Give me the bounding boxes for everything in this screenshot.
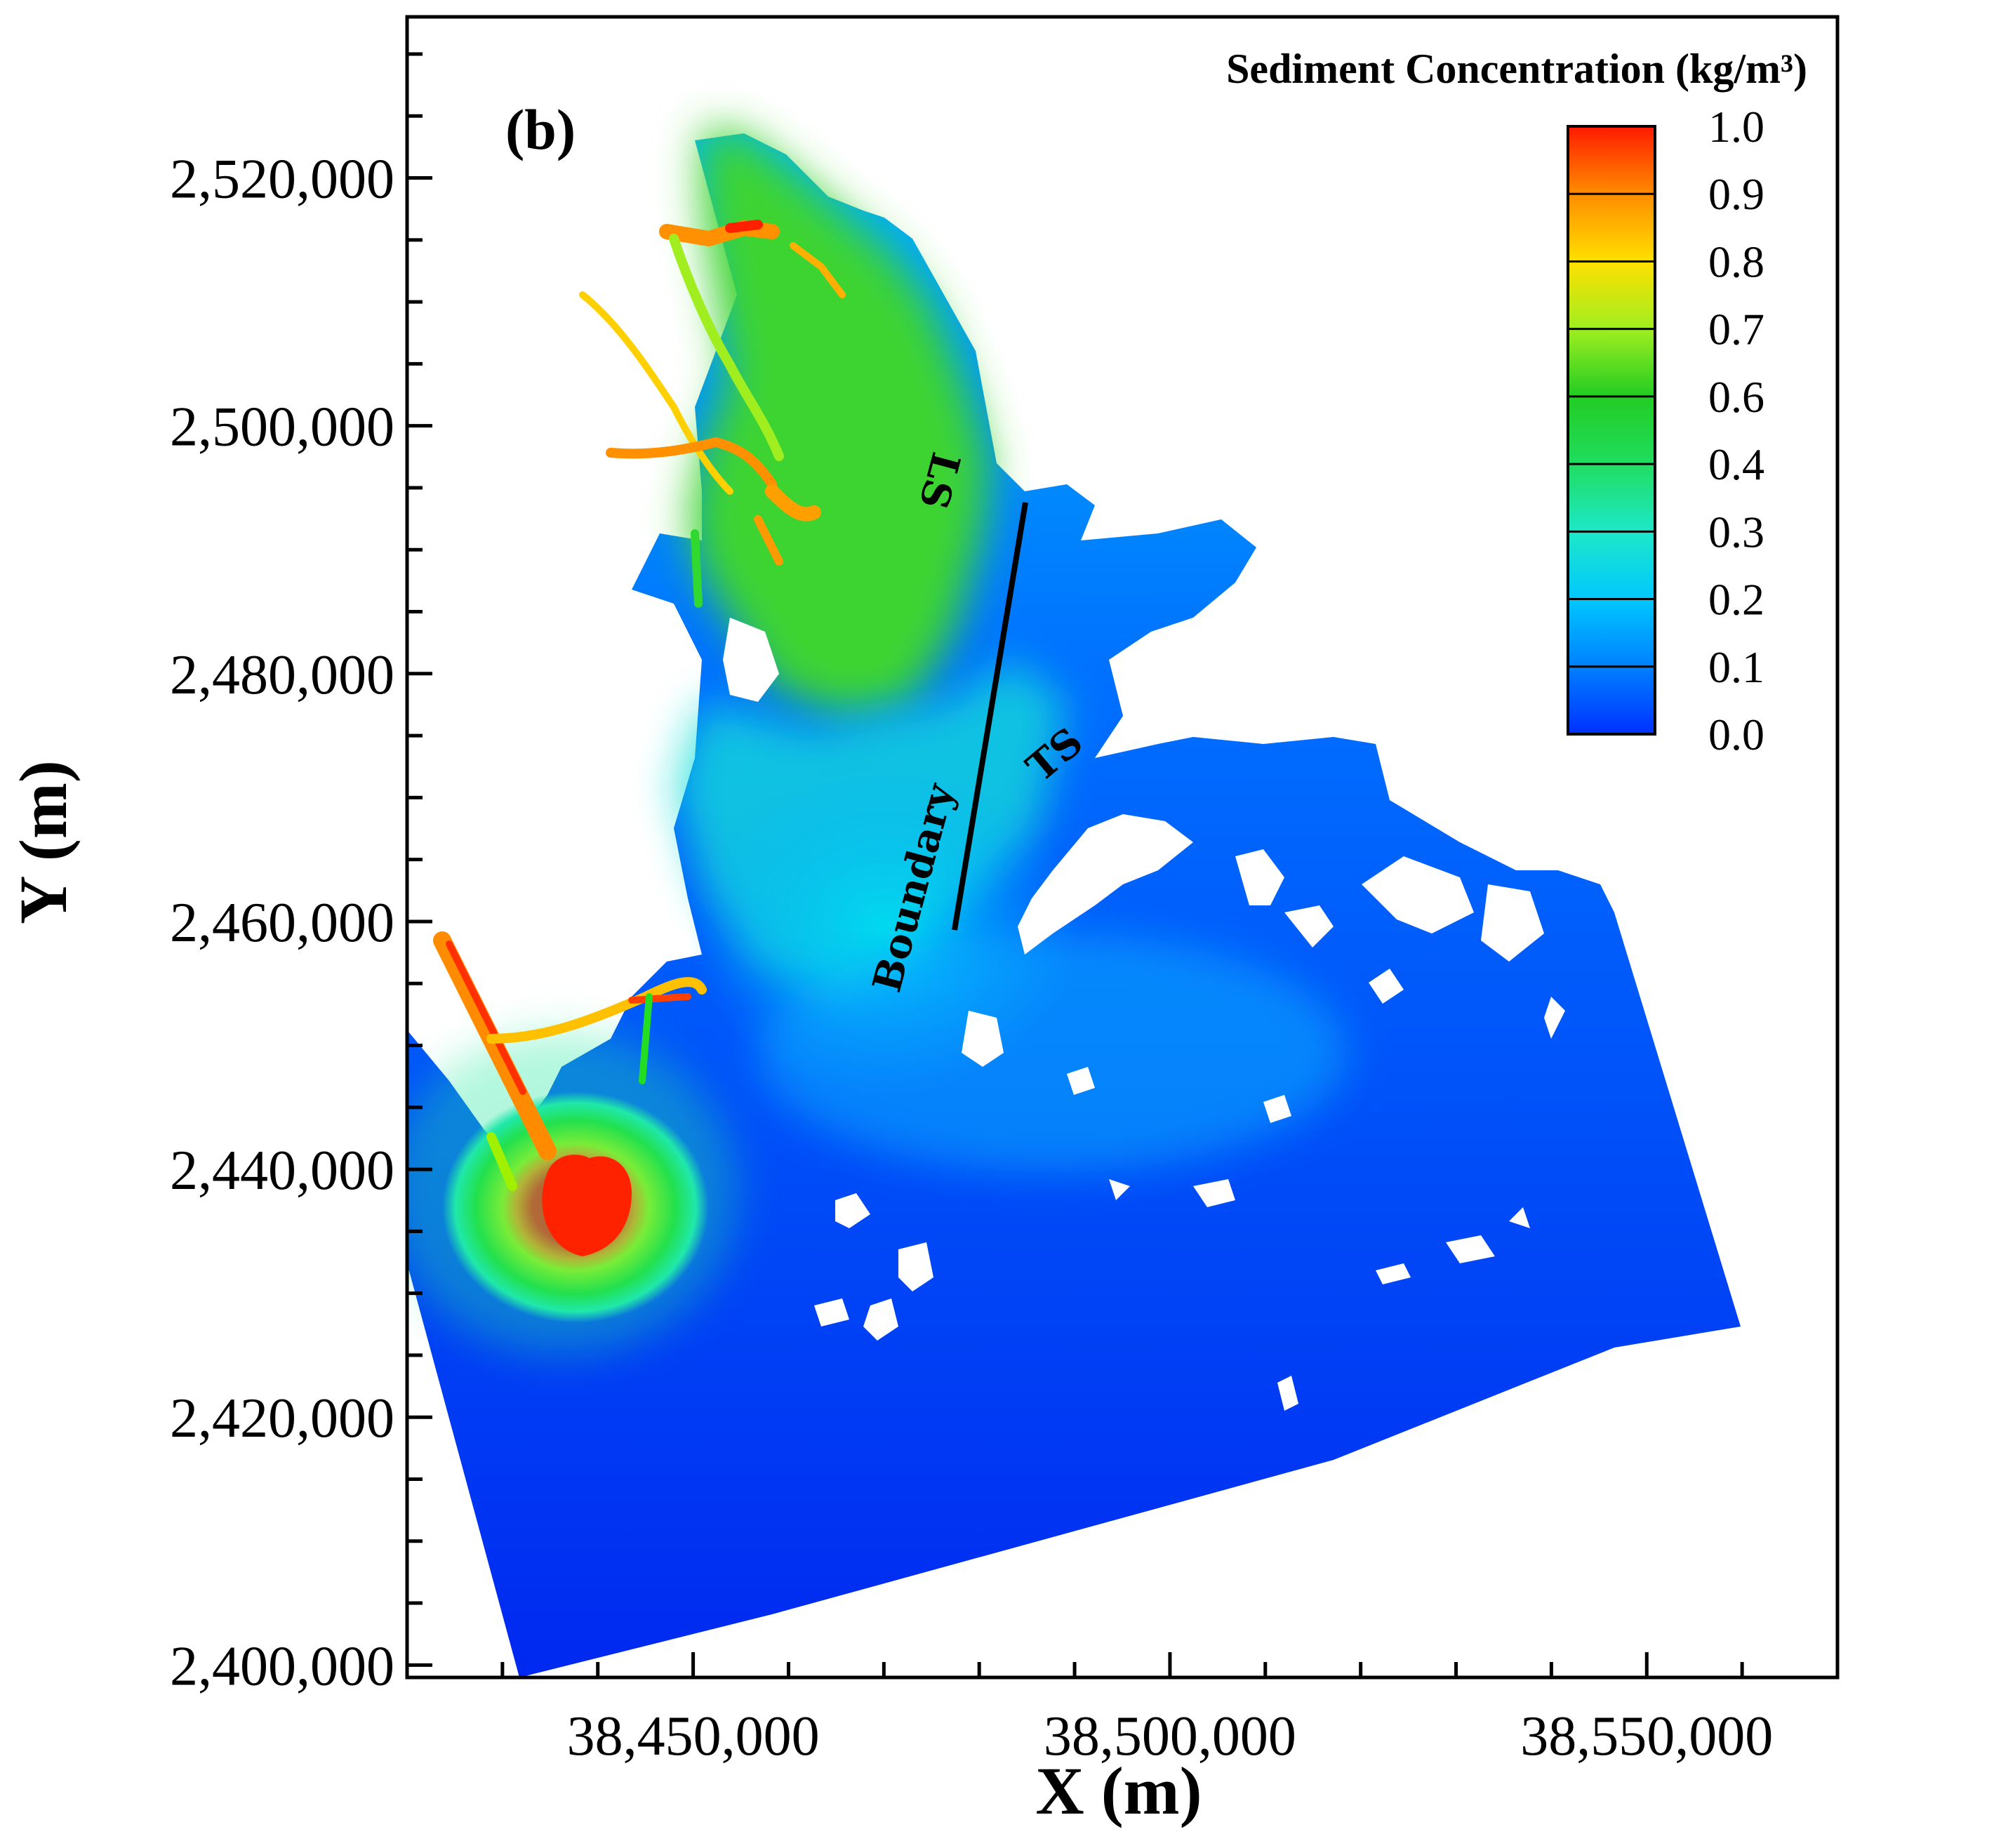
y-axis-title: Y (m) bbox=[6, 760, 81, 924]
colorbar-level-label: 0.9 bbox=[1708, 169, 1764, 219]
y-tick-label: 2,460,000 bbox=[170, 892, 394, 954]
northern-rivers bbox=[579, 220, 846, 608]
concentration-field bbox=[407, 126, 1741, 1677]
colorbar-level-label: 0.6 bbox=[1708, 372, 1764, 422]
panel-label: (b) bbox=[505, 98, 576, 161]
colorbar-level-label: 0.1 bbox=[1708, 642, 1764, 692]
colorbar bbox=[1567, 125, 1656, 736]
x-axis-title: X (m) bbox=[1035, 1753, 1202, 1828]
boundary-line bbox=[952, 502, 1028, 931]
plot-frame bbox=[405, 15, 1840, 1680]
x-tick-label: 38,550,000 bbox=[1520, 1706, 1773, 1767]
y-tick-label: 2,440,000 bbox=[170, 1140, 394, 1202]
y-tick-label: 2,500,000 bbox=[170, 397, 394, 458]
y-tick-label: 2,480,000 bbox=[170, 644, 394, 706]
colorbar-level-label: 0.8 bbox=[1708, 237, 1764, 286]
colorbar-level-label: 0.2 bbox=[1708, 575, 1764, 625]
legend-title: Sediment Concentration (kg/m³) bbox=[1226, 46, 1807, 92]
colorbar-level-label: 0.7 bbox=[1708, 305, 1764, 354]
y-tick-label: 2,420,000 bbox=[170, 1388, 394, 1449]
southwest-rivers bbox=[433, 931, 707, 1191]
x-tick-label: 38,500,000 bbox=[1044, 1706, 1296, 1767]
y-tick-label: 2,520,000 bbox=[170, 149, 394, 211]
y-tick-label: 2,400,000 bbox=[170, 1635, 394, 1697]
bay-green-zone bbox=[688, 126, 990, 716]
x-tick-label: 38,450,000 bbox=[567, 1706, 820, 1767]
land-islands bbox=[723, 618, 1565, 1411]
colorbar-legend: Sediment Concentration (kg/m³) 1.0 0.9 0.8… bbox=[1226, 46, 1807, 759]
colorbar-level-label: 1.0 bbox=[1708, 102, 1764, 152]
colorbar-level-label: 0.3 bbox=[1708, 507, 1764, 557]
colorbar-level-label: 0.0 bbox=[1708, 710, 1764, 759]
colorbar-level-label: 0.4 bbox=[1708, 439, 1764, 489]
